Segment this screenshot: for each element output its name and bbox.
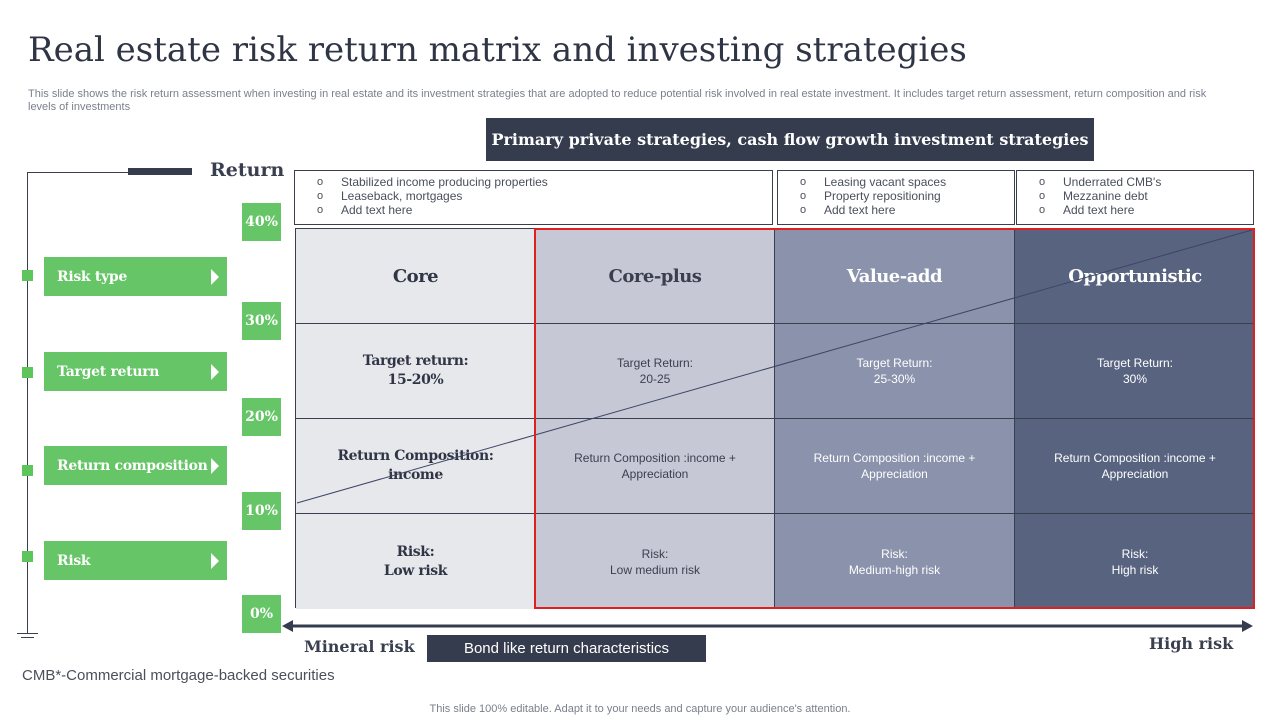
percent-label-40: 40% <box>242 203 281 241</box>
percent-label-0: 0% <box>242 595 281 633</box>
core-plus-target-return: Target Return: 20-25 <box>536 324 775 419</box>
strategy-box-opportunistic: Underrated CMB's Mezzanine debt Add text… <box>1016 170 1254 225</box>
strategy-item: Stabilized income producing properties <box>317 175 772 189</box>
opportunistic-risk: Risk: High risk <box>1015 514 1255 609</box>
percent-label-20: 20% <box>242 398 281 436</box>
bond-characteristics-label: Bond like return characteristics <box>427 635 706 662</box>
core-target-return: Target return: 15-20% <box>296 324 536 419</box>
legend-connector-top <box>27 172 128 173</box>
page-title: Real estate risk return matrix and inves… <box>28 30 967 70</box>
risk-return-matrix: Core Core-plus Value-add Opportunistic T… <box>295 228 1255 609</box>
legend-label: Target return <box>57 363 160 380</box>
legend-label: Risk type <box>57 268 128 285</box>
value-add-target-return: Target Return: 25-30% <box>775 324 1015 419</box>
legend-dot <box>22 551 33 562</box>
opportunistic-return-composition: Return Composition :income + Appreciatio… <box>1015 419 1255 514</box>
strategy-box-value-add: Leasing vacant spaces Property repositio… <box>777 170 1015 225</box>
opportunistic-target-return: Target Return: 30% <box>1015 324 1255 419</box>
strategy-banner: Primary private strategies, cash flow gr… <box>486 118 1094 161</box>
strategy-item: Leaseback, mortgages <box>317 189 772 203</box>
strategy-item: Mezzanine debt <box>1039 189 1253 203</box>
axis-left-label: Mineral risk <box>304 637 415 656</box>
legend-target-return: Target return <box>44 352 227 391</box>
core-plus-return-composition: Return Composition :income + Appreciatio… <box>536 419 775 514</box>
ground-line <box>21 637 34 638</box>
strategy-item: Add text here <box>1039 203 1253 217</box>
page-description: This slide shows the risk return assessm… <box>28 88 1207 113</box>
footer-note: This slide 100% editable. Adapt it to yo… <box>429 703 851 715</box>
strategy-item: Underrated CMB's <box>1039 175 1253 189</box>
legend-label: Return composition <box>57 457 208 474</box>
axis-right-label: High risk <box>1149 634 1234 653</box>
return-axis-cap <box>128 168 192 175</box>
percent-label-30: 30% <box>242 302 281 340</box>
value-add-return-composition: Return Composition :income + Appreciatio… <box>775 419 1015 514</box>
strategy-item: Add text here <box>317 203 772 217</box>
risk-axis-arrow <box>282 620 1253 632</box>
header-value-add: Value-add <box>775 229 1015 324</box>
legend-dot <box>22 465 33 476</box>
legend-label: Risk <box>57 552 91 569</box>
strategy-item: Add text here <box>800 203 1014 217</box>
legend-risk-type: Risk type <box>44 257 227 296</box>
legend-risk: Risk <box>44 541 227 580</box>
footnote: CMB*-Commercial mortgage-backed securiti… <box>22 667 335 684</box>
core-return-composition: Return Composition: income <box>296 419 536 514</box>
header-core-plus: Core-plus <box>536 229 775 324</box>
arrow-right-icon <box>211 269 219 285</box>
core-risk: Risk: Low risk <box>296 514 536 609</box>
strategy-item: Leasing vacant spaces <box>800 175 1014 189</box>
arrow-right-icon <box>211 458 219 474</box>
arrow-right-icon <box>211 553 219 569</box>
strategy-item: Property repositioning <box>800 189 1014 203</box>
value-add-risk: Risk: Medium-high risk <box>775 514 1015 609</box>
legend-dot <box>22 270 33 281</box>
percent-label-10: 10% <box>242 492 281 530</box>
arrow-right-icon <box>211 364 219 380</box>
header-opportunistic: Opportunistic <box>1015 229 1255 324</box>
legend-return-composition: Return composition <box>44 446 227 485</box>
legend-dot <box>22 367 33 378</box>
strategy-box-core: Stabilized income producing properties L… <box>294 170 773 225</box>
ground-line <box>17 633 38 634</box>
legend-connector-line <box>27 172 28 634</box>
header-core: Core <box>296 229 536 324</box>
return-axis-label: Return <box>210 159 285 181</box>
core-plus-risk: Risk: Low medium risk <box>536 514 775 609</box>
